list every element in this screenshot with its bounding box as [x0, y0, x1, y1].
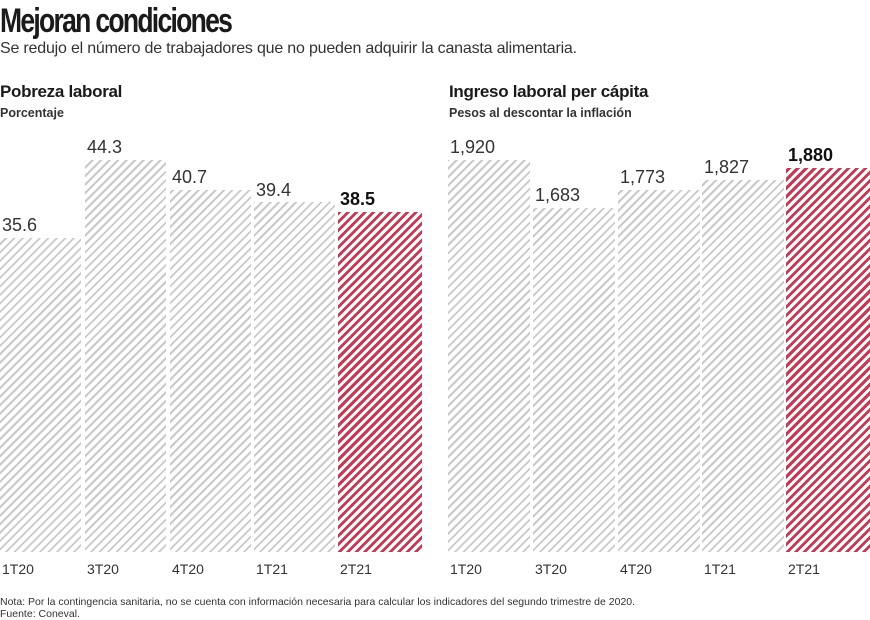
- chart-right-bar: [533, 208, 615, 552]
- chart-left-category: 4T20: [172, 561, 204, 577]
- footnote-source: Fuente: Coneval.: [0, 608, 80, 620]
- chart-right-value: 1,773: [620, 167, 666, 187]
- chart-left-subtitle: Porcentaje: [0, 106, 64, 120]
- chart-left-title: Pobreza laboral: [0, 82, 123, 101]
- chart-right-value: 1,920: [450, 137, 496, 157]
- chart-left-value: 35.6: [2, 215, 38, 235]
- chart-left-value: 44.3: [87, 137, 123, 157]
- chart-left-bar-highlight: [338, 212, 422, 552]
- chart-right-value-highlight: 1,880: [788, 145, 834, 165]
- chart-left-category: 1T21: [256, 561, 288, 577]
- chart-left-value: 40.7: [172, 167, 208, 187]
- chart-left-value-highlight: 38.5: [340, 189, 376, 209]
- footnote-note: Nota: Por la contingencia sanitaria, no …: [0, 596, 636, 608]
- footnote: Nota: Por la contingencia sanitaria, no …: [0, 596, 635, 620]
- chart-right-bar: [618, 190, 700, 552]
- chart-right-category: 1T21: [704, 561, 736, 577]
- chart-right-category: 3T20: [535, 561, 567, 577]
- chart-right-value: 1,683: [535, 185, 581, 205]
- chart-left-category: 2T21: [340, 561, 372, 577]
- chart-right-value: 1,827: [704, 157, 750, 177]
- chart-right-category: 2T21: [788, 561, 820, 577]
- chart-right-title: Ingreso laboral per cápita: [449, 82, 649, 101]
- chart-left-bar: [254, 202, 335, 552]
- chart-left-bar: [85, 160, 166, 552]
- page-title: Mejoran condiciones: [0, 2, 233, 40]
- chart-left-category: 1T20: [2, 561, 34, 577]
- chart-right-bar-highlight: [786, 168, 870, 552]
- chart-left-bar: [170, 190, 251, 552]
- chart-right-bar: [448, 160, 530, 552]
- chart-right-bar: [702, 180, 784, 552]
- chart-right-category: 4T20: [620, 561, 652, 577]
- chart-right-subtitle: Pesos al descontar la inflación: [449, 106, 632, 120]
- chart-right-category: 1T20: [450, 561, 482, 577]
- chart-left-category: 3T20: [87, 561, 119, 577]
- chart-left-value: 39.4: [256, 180, 292, 200]
- page-subtitle: Se redujo el número de trabajadores que …: [0, 40, 577, 57]
- chart-left-bar: [0, 238, 81, 552]
